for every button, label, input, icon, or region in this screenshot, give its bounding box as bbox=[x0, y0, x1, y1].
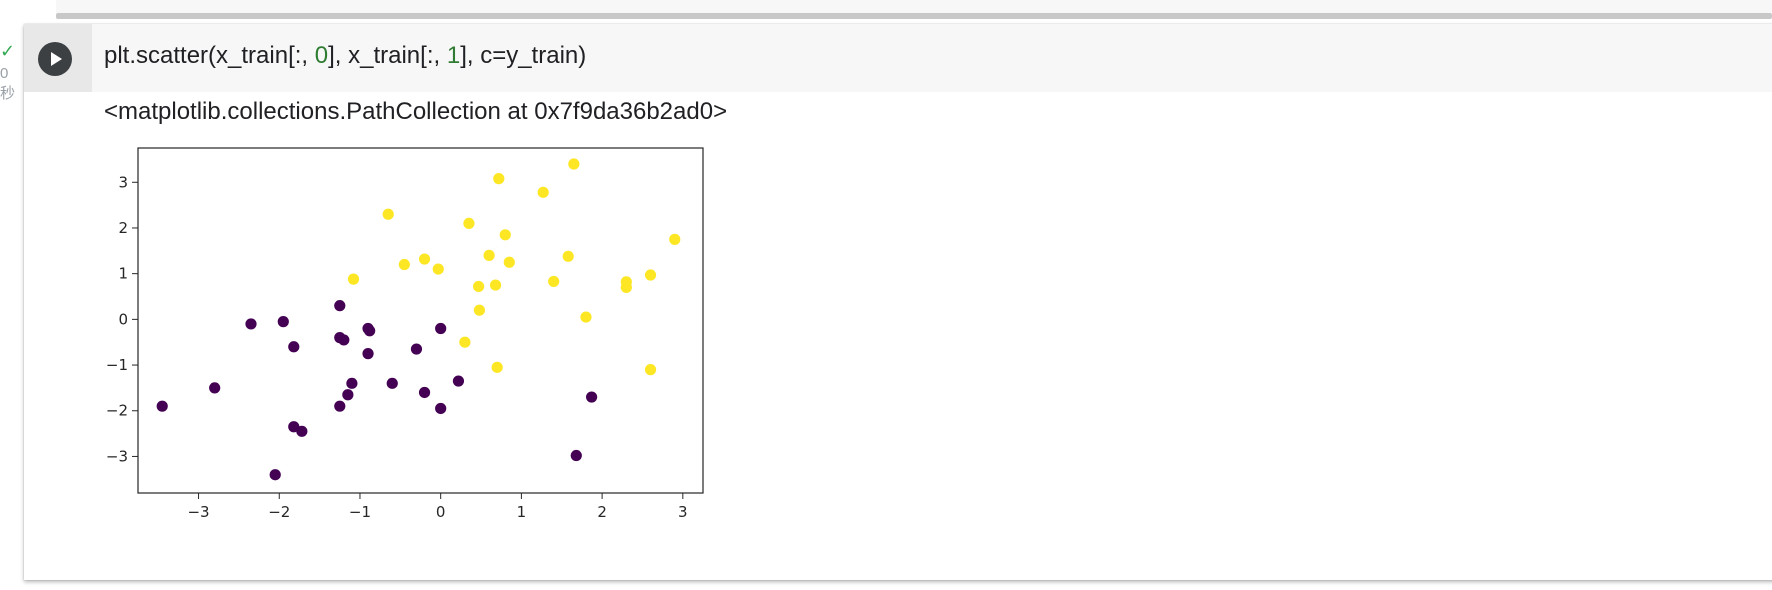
exec-time: 0 bbox=[0, 65, 9, 82]
code-cell[interactable]: plt.scatter(x_train[:, 0], x_train[:, 1]… bbox=[24, 24, 1772, 580]
scatter-point bbox=[334, 400, 346, 412]
scatter-point bbox=[473, 280, 485, 293]
exec-time-unit: 秒 bbox=[0, 85, 16, 102]
scatter-point bbox=[346, 377, 358, 389]
cell-gutter: ✓ 0 秒 bbox=[0, 41, 24, 112]
scatter-point bbox=[245, 318, 257, 330]
scatter-point bbox=[463, 217, 475, 229]
scatter-point bbox=[669, 233, 681, 245]
scatter-point bbox=[568, 158, 580, 170]
code-text: ], c=y_train) bbox=[460, 42, 587, 69]
scatter-point bbox=[489, 279, 502, 291]
checkmark-icon: ✓ bbox=[0, 41, 16, 61]
x-tick-label: −1 bbox=[349, 503, 371, 521]
scatter-point bbox=[209, 382, 221, 394]
plot-axes-frame bbox=[137, 147, 704, 494]
scatter-point bbox=[548, 275, 560, 288]
scatter-point bbox=[432, 263, 444, 275]
scatter-point bbox=[386, 377, 398, 389]
y-tick-label: 1 bbox=[118, 265, 128, 283]
number-literal: 1 bbox=[446, 42, 461, 69]
scatter-point bbox=[362, 348, 374, 360]
scatter-point bbox=[493, 173, 505, 185]
scatter-points bbox=[156, 158, 681, 481]
scatter-point bbox=[537, 186, 549, 198]
scatter-point bbox=[338, 334, 350, 346]
x-tick-label: 2 bbox=[597, 503, 607, 521]
top-scroll-shade bbox=[56, 0, 1772, 13]
scatter-point bbox=[620, 281, 632, 293]
y-tick-label: 0 bbox=[118, 310, 128, 328]
x-tick-label: 1 bbox=[517, 503, 527, 521]
scatter-point bbox=[580, 311, 592, 323]
y-tick-label: −3 bbox=[106, 447, 128, 465]
x-tick-label: 0 bbox=[436, 503, 446, 521]
scatter-point bbox=[483, 249, 495, 261]
scatter-point bbox=[156, 400, 168, 412]
scatter-point bbox=[503, 256, 515, 268]
scatter-point bbox=[644, 269, 657, 281]
scatter-point bbox=[418, 253, 431, 265]
y-tick-label: −1 bbox=[106, 356, 128, 374]
scatter-point bbox=[288, 341, 300, 353]
scatter-point bbox=[410, 343, 423, 355]
x-tick-label: −3 bbox=[187, 503, 209, 521]
scatter-point bbox=[269, 469, 281, 481]
scatter-point bbox=[491, 361, 503, 373]
scatter-point bbox=[435, 402, 447, 415]
y-tick-label: 2 bbox=[118, 219, 128, 237]
scatter-point bbox=[459, 336, 471, 348]
scatter-point bbox=[342, 389, 354, 401]
run-button-area bbox=[24, 24, 92, 92]
x-tick-label: −2 bbox=[268, 503, 290, 521]
scatter-point bbox=[334, 300, 346, 312]
execution-progress-bar bbox=[56, 13, 1772, 19]
y-tick-label: 3 bbox=[118, 173, 128, 191]
scatter-point bbox=[586, 391, 598, 403]
run-cell-button[interactable] bbox=[38, 42, 72, 76]
scatter-point bbox=[347, 273, 360, 285]
scatter-point bbox=[452, 375, 465, 387]
scatter-point bbox=[277, 316, 289, 328]
code-text: ], x_train[:, bbox=[328, 42, 447, 69]
scatter-plot: −3 −2 −1 0 1 2 3 3 2 1 0 −1 −2 −3 bbox=[106, 147, 704, 521]
x-tick-label: 3 bbox=[678, 503, 688, 521]
scatter-point bbox=[364, 325, 376, 337]
scatter-point bbox=[382, 208, 394, 220]
scatter-point bbox=[398, 258, 410, 271]
scatter-point bbox=[644, 364, 657, 376]
y-tick-label: −2 bbox=[106, 402, 128, 420]
scatter-point bbox=[499, 229, 511, 241]
cell-output-text: <matplotlib.collections.PathCollection a… bbox=[104, 98, 728, 125]
code-text: plt.scatter(x_train[:, bbox=[104, 42, 315, 69]
scatter-point bbox=[562, 250, 574, 262]
scatter-point bbox=[296, 425, 308, 437]
scatter-point bbox=[570, 449, 582, 462]
cell-input[interactable]: plt.scatter(x_train[:, 0], x_train[:, 1]… bbox=[24, 24, 1772, 92]
axis-ticks: −3 −2 −1 0 1 2 3 3 2 1 0 −1 −2 −3 bbox=[106, 173, 688, 521]
number-literal: 0 bbox=[314, 42, 329, 69]
scatter-point bbox=[435, 322, 447, 335]
code-editor[interactable]: plt.scatter(x_train[:, 0], x_train[:, 1]… bbox=[104, 42, 586, 70]
scatter-point bbox=[418, 386, 431, 399]
scatter-point bbox=[473, 304, 486, 316]
play-icon bbox=[51, 52, 62, 66]
